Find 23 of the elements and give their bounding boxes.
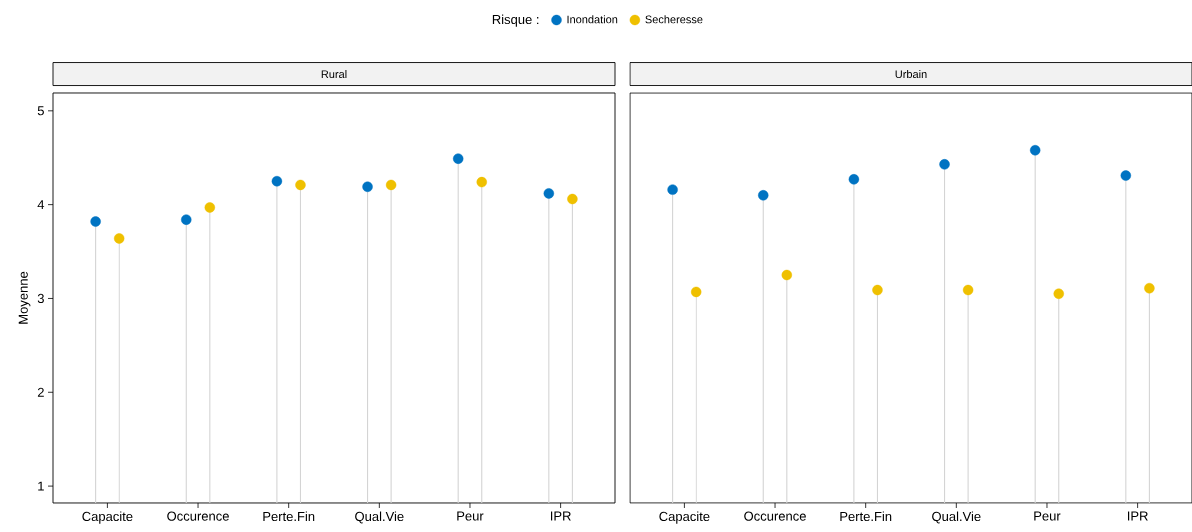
x-tick-label: Qual.Vie — [355, 511, 404, 524]
x-tick-label: Capacite — [82, 511, 133, 524]
chart-title: Urbain — [895, 70, 927, 79]
y-axis-title: Moyenne — [18, 271, 31, 324]
y-tick-label: 5 — [37, 106, 44, 116]
x-tick-label: IPR — [1127, 511, 1148, 521]
x-tick-label: Occurence — [167, 511, 229, 521]
y-tick-label: 4 — [37, 200, 45, 210]
x-tick-label: Perte.Fin — [840, 511, 892, 522]
y-tick-label: 3 — [37, 293, 44, 304]
y-tick-label: 2 — [37, 387, 44, 397]
y-tick-label: 1 — [38, 481, 44, 491]
x-tick-label: Perte.Fin — [263, 511, 315, 522]
chart-title: Rural — [321, 70, 347, 79]
x-tick-label: Peur — [1034, 511, 1061, 521]
legend-label: Secheresse — [645, 15, 703, 24]
legend-label: Inondation — [567, 15, 618, 24]
x-tick-label: Occurence — [744, 511, 806, 521]
x-tick-label: Peur — [457, 511, 484, 521]
legend-title: Risque : — [492, 14, 539, 27]
x-tick-label: Qual.Vie — [932, 511, 981, 524]
x-tick-label: Capacite — [659, 511, 710, 524]
x-tick-label: IPR — [550, 511, 571, 521]
